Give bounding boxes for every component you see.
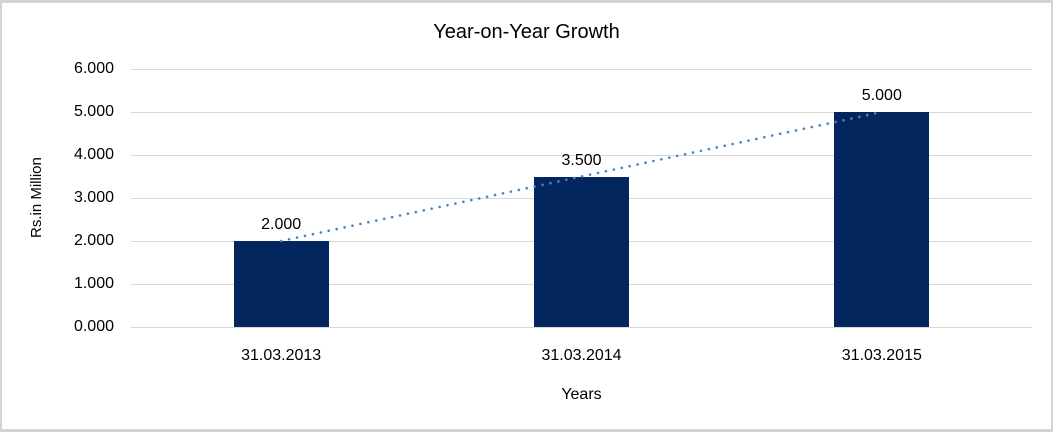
bar-value-label: 5.000 <box>861 87 902 104</box>
x-category-label: 31.03.2014 <box>541 347 622 364</box>
bar-value-label: 3.500 <box>561 151 602 169</box>
y-tick-label: 1.000 <box>73 275 114 292</box>
bar <box>534 176 629 327</box>
y-tick-label: 6.000 <box>73 60 114 77</box>
y-tick-label: 0.000 <box>73 318 114 335</box>
x-category-label: 31.03.2013 <box>241 347 322 364</box>
y-tick-label: 5.000 <box>73 103 114 120</box>
bar <box>834 112 930 327</box>
gridline <box>131 326 1032 328</box>
bar <box>233 241 329 327</box>
gridline <box>131 68 1032 70</box>
chart-title: Year-on-Year Growth <box>433 21 620 43</box>
y-tick-label: 3.000 <box>73 189 114 206</box>
bar-value-label: 2.000 <box>261 216 302 233</box>
x-category-label: 31.03.2015 <box>841 347 922 364</box>
x-axis-title: Years <box>561 386 602 403</box>
y-tick-label: 2.000 <box>73 232 114 249</box>
y-tick-label: 4.000 <box>73 146 114 163</box>
